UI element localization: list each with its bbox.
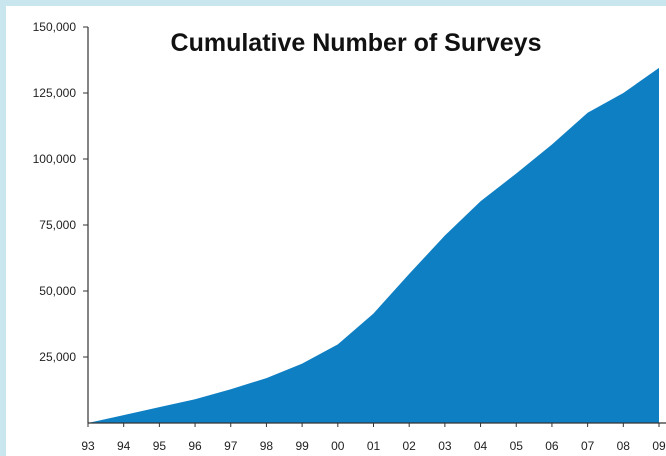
x-tick-label: 05 (510, 439, 524, 453)
y-tick-label: 150,000 (33, 20, 77, 34)
y-axis-ticks: 150,000 125,000 100,000 75,000 50,000 25,000 (33, 20, 88, 364)
y-tick-label: 25,000 (39, 350, 76, 364)
chart-frame: Cumulative Number of Surveys 150,000 125,… (6, 6, 666, 456)
x-tick-label: 00 (331, 439, 345, 453)
chart-title: Cumulative Number of Surveys (171, 29, 542, 57)
y-tick-label: 75,000 (39, 218, 76, 232)
x-tick-label: 09 (652, 439, 666, 453)
y-tick-label: 100,000 (33, 152, 77, 166)
area-series (88, 67, 659, 424)
x-tick-label: 96 (188, 439, 202, 453)
x-tick-label: 04 (474, 439, 488, 453)
x-tick-label: 01 (367, 439, 381, 453)
x-tick-label: 02 (403, 439, 417, 453)
x-tick-label: 07 (581, 439, 595, 453)
x-tick-label: 94 (117, 439, 131, 453)
y-tick-label: 125,000 (33, 86, 77, 100)
area-chart: Cumulative Number of Surveys 150,000 125,… (33, 20, 666, 453)
y-tick-label: 50,000 (39, 284, 76, 298)
x-tick-label: 99 (295, 439, 309, 453)
x-tick-label: 93 (81, 439, 95, 453)
x-tick-label: 08 (617, 439, 631, 453)
x-tick-label: 97 (224, 439, 238, 453)
x-tick-label: 98 (260, 439, 274, 453)
x-tick-label: 03 (438, 439, 452, 453)
x-tick-label: 06 (545, 439, 559, 453)
x-tick-label: 95 (153, 439, 167, 453)
x-axis-ticks: 93 94 95 96 97 98 99 00 01 02 03 04 05 06 07 08 09 (81, 423, 666, 453)
